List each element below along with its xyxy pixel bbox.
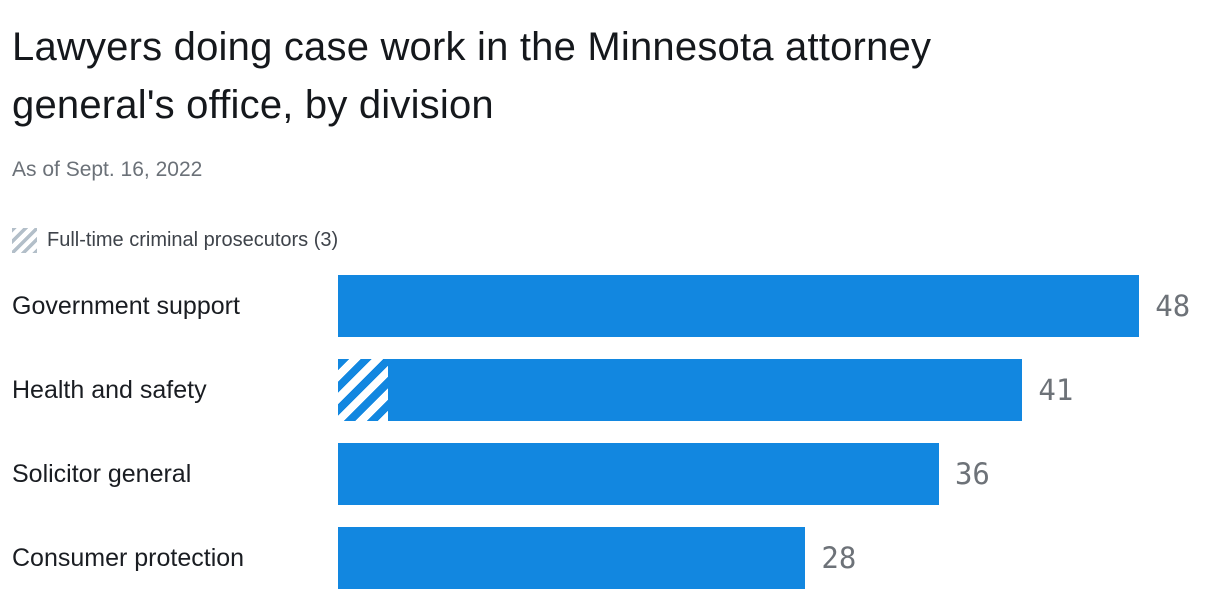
bar-track: 36 — [338, 443, 1208, 505]
category-label: Solicitor general — [12, 459, 192, 488]
bar-track: 28 — [338, 527, 1208, 589]
value-label: 48 — [1155, 289, 1191, 323]
value-label: 36 — [954, 457, 990, 491]
value-label: 28 — [821, 541, 857, 575]
category-label: Government support — [12, 291, 240, 320]
bar-track: 48 — [338, 275, 1208, 337]
bar-track: 41 — [338, 359, 1208, 421]
hatch-pattern — [338, 359, 389, 421]
bar — [338, 527, 806, 589]
bar — [338, 443, 939, 505]
bar — [338, 359, 1023, 421]
value-label: 41 — [1038, 373, 1074, 407]
chart: Government support 48 Health and safety 41 S… — [12, 275, 1208, 589]
chart-row: Government support 48 — [12, 275, 1208, 337]
legend-label: Full-time criminal prosecutors (3) — [47, 229, 339, 251]
chart-row: Solicitor general 36 — [12, 443, 1208, 505]
chart-row: Health and safety 41 — [12, 359, 1208, 421]
legend: Full-time criminal prosecutors (3) — [12, 228, 1208, 253]
category-label: Health and safety — [12, 375, 207, 404]
chart-row: Consumer protection 28 — [12, 527, 1208, 589]
chart-subtitle: As of Sept. 16, 2022 — [12, 158, 203, 181]
bar — [338, 275, 1140, 337]
chart-title: Lawyers doing case work in the Minnesota… — [12, 25, 932, 127]
category-label: Consumer protection — [12, 543, 245, 572]
hatch-legend-swatch-icon — [12, 228, 37, 253]
